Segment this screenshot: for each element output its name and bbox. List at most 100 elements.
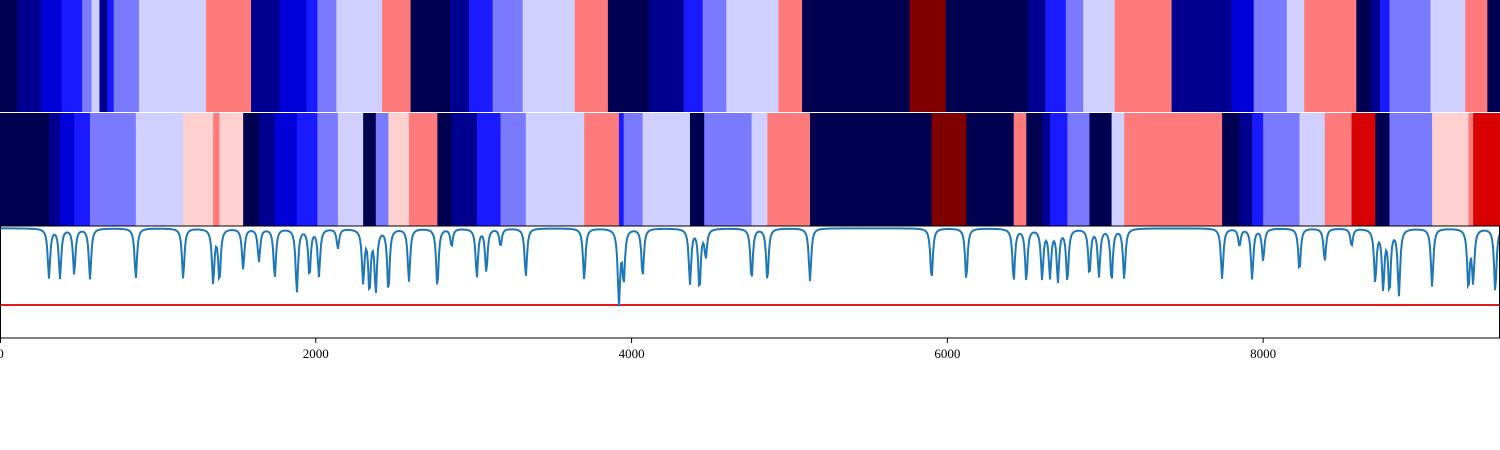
heatmap-cell <box>1239 113 1253 226</box>
heatmap-cell <box>1389 113 1433 226</box>
heatmap-cell <box>0 0 18 112</box>
heatmap-cell <box>408 113 438 226</box>
heatmap-cell <box>251 0 281 112</box>
heatmap-cell <box>468 0 494 112</box>
heatmap-cell <box>492 0 524 112</box>
heatmap-cell <box>113 0 140 112</box>
signal-line <box>0 227 1500 307</box>
heatmap-cell <box>90 113 137 226</box>
heatmap-cell <box>607 0 650 112</box>
heatmap-cell <box>702 0 727 112</box>
heatmap-cell <box>107 0 115 112</box>
heatmap-cell <box>574 0 609 112</box>
heatmap-cell <box>336 0 383 112</box>
heatmap-cell <box>1124 113 1223 226</box>
heatmap-cell <box>437 113 453 226</box>
x-tick-4000: 4000 <box>619 338 645 361</box>
heatmap-cell <box>1389 0 1432 112</box>
heatmap-cell <box>1111 113 1125 226</box>
heatmap-cell <box>525 113 585 226</box>
heatmap-cell <box>1380 0 1391 112</box>
heatmap-cell <box>618 113 625 226</box>
heatmap-cell <box>726 0 780 112</box>
heatmap-cell <box>1050 113 1068 226</box>
heatmap-cell <box>500 113 527 226</box>
heatmap-cell <box>623 113 644 226</box>
heatmap-cell <box>450 0 470 112</box>
heatmap-cell <box>1356 0 1372 112</box>
x-tick-label: 8000 <box>1250 346 1276 361</box>
x-tick-label: 4000 <box>619 346 645 361</box>
heatmap-cell <box>1252 113 1264 226</box>
heatmap-cell <box>1465 0 1488 112</box>
heatmap-cell <box>1045 0 1067 112</box>
heatmap-cell <box>1304 0 1357 112</box>
heatmap-cell <box>1351 113 1376 226</box>
heatmap-cell <box>1324 113 1353 226</box>
heatmap-cell <box>219 113 244 226</box>
heatmap-cell <box>135 113 184 226</box>
heatmap-cell <box>1370 0 1381 112</box>
heatmap-cell <box>683 0 704 112</box>
heatmap-cell <box>1067 113 1091 226</box>
heatmap-cell <box>74 113 91 226</box>
heatmap-cell <box>1263 113 1301 226</box>
heatmap-cell <box>767 113 811 226</box>
heatmap-cell <box>1083 0 1116 112</box>
heatmap-cell <box>388 113 410 226</box>
heatmap-cell <box>1468 113 1474 226</box>
heatmap-cell <box>306 0 318 112</box>
heatmap-cell <box>48 113 61 226</box>
heatmap-cell <box>642 113 691 226</box>
heatmap-cell <box>584 113 620 226</box>
x-tick-label: 0 <box>0 346 4 361</box>
x-tick-label: 2000 <box>303 346 329 361</box>
heatmap-cell <box>61 0 83 112</box>
x-tick-0: 0 <box>0 338 4 361</box>
x-tick-6000: 6000 <box>934 338 960 361</box>
heatmap-cell <box>966 113 1015 226</box>
heatmap-cell <box>1430 0 1466 112</box>
heatmap-upper <box>0 0 1500 112</box>
heatmap-cell <box>1432 113 1470 226</box>
heatmap-cell <box>945 0 1029 112</box>
heatmap-cell <box>1253 0 1288 112</box>
heatmap-cell <box>1231 0 1255 112</box>
x-tick-2000: 2000 <box>303 338 329 361</box>
heatmap-cell <box>704 113 753 226</box>
heatmap-cell <box>522 0 576 112</box>
heatmap-cell <box>1299 113 1326 226</box>
heatmap-cell <box>363 113 377 226</box>
heatmap-cell <box>258 113 276 226</box>
x-tick-8000: 8000 <box>1250 338 1276 361</box>
heatmap-cell <box>1026 113 1043 226</box>
heatmap-cell <box>751 113 768 226</box>
heatmap-cell <box>337 113 364 226</box>
heatmap-cell <box>1286 0 1305 112</box>
heatmap-cell <box>206 0 252 112</box>
heatmap-cell <box>1473 113 1500 226</box>
heatmap-cell <box>690 113 705 226</box>
heatmap-cell <box>41 0 63 112</box>
heatmap-cell <box>1013 113 1027 226</box>
x-axis: 0 2000 4000 6000 8000 <box>0 338 1276 361</box>
heatmap-cell <box>1089 113 1113 226</box>
heatmap-cell <box>1222 113 1241 226</box>
heatmap-cell <box>1375 113 1391 226</box>
heatmap-cell <box>243 113 260 226</box>
heatmap-cell <box>1487 0 1500 112</box>
heatmap-cell <box>1042 113 1051 226</box>
heatmap-cell <box>99 0 108 112</box>
heatmap-cell <box>0 113 50 226</box>
heatmap-cell <box>1027 0 1046 112</box>
heatmap-cell <box>17 0 42 112</box>
heatmap-cell <box>802 0 911 112</box>
heatmap-cell <box>648 0 685 112</box>
heatmap-cell <box>410 0 451 112</box>
heatmap-cell <box>909 0 947 112</box>
heatmap-lower <box>0 113 1500 226</box>
heatmap-cell <box>375 113 390 226</box>
heatmap-cell <box>317 0 337 112</box>
heatmap-cell <box>279 0 307 112</box>
